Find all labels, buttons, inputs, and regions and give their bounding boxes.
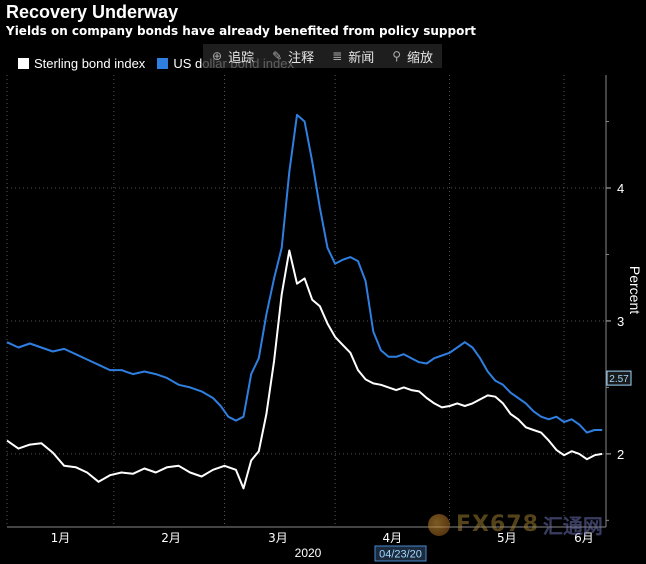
crosshair-icon: ⊕ (212, 49, 223, 63)
date-marker-badge[interactable] (374, 545, 427, 562)
toolbar-track-button[interactable]: ⊕ 追踪 (203, 44, 263, 68)
date-marker-label: 04/23/20 (379, 549, 422, 561)
x-tick-label: 5月 (497, 531, 517, 545)
legend-label-sterling: Sterling bond index (34, 56, 146, 71)
x-tick-label: 1月 (51, 531, 71, 545)
toolbar-news-button[interactable]: ≣ 新闻 (323, 44, 383, 68)
series-line-sterling[interactable] (6, 249, 603, 490)
chart-toolbar: ⊕ 追踪 ✎ 注释 ≣ 新闻 ⚲ 缩放 (203, 44, 443, 68)
series-line-usd[interactable] (6, 113, 603, 434)
zoom-icon: ⚲ (392, 49, 402, 63)
chart-title: Recovery Underway (6, 2, 179, 22)
toolbar-zoom-label: 缩放 (407, 50, 434, 66)
y-tick-label: 2 (617, 447, 624, 462)
chart-subtitle: Yields on company bonds have already ben… (6, 24, 476, 38)
y-tick-label: 3 (617, 314, 624, 329)
x-axis-year-label: 2020 (295, 546, 322, 560)
pen-icon: ✎ (272, 49, 283, 63)
watermark: FX678 汇通网 (428, 510, 603, 539)
y-axis-title: Percent (627, 266, 643, 314)
legend-swatch-usd (157, 58, 169, 69)
toolbar-track-label: 追踪 (228, 50, 255, 66)
legend-swatch-sterling (18, 58, 29, 69)
y-tick-label: 4 (617, 181, 624, 196)
toolbar-annotate-button[interactable]: ✎ 注释 (263, 44, 323, 68)
x-tick-label: 6月 (574, 531, 594, 545)
toolbar-zoom-button[interactable]: ⚲ 缩放 (383, 44, 442, 68)
x-tick-label: 4月 (383, 531, 403, 545)
legend-item-sterling[interactable]: Sterling bond index (18, 56, 145, 71)
current-value-badge (606, 370, 632, 386)
x-tick-label: 2月 (161, 531, 181, 545)
x-tick-label: 3月 (268, 531, 288, 545)
current-value-label: 2.57 (609, 374, 629, 385)
watermark-text: FX678 (456, 512, 539, 537)
toolbar-news-label: 新闻 (348, 50, 375, 66)
toolbar-annotate-label: 注释 (288, 50, 315, 66)
news-icon: ≣ (332, 49, 343, 63)
watermark-cn-text: 汇通网 (542, 514, 603, 538)
watermark-logo-icon (428, 513, 450, 536)
